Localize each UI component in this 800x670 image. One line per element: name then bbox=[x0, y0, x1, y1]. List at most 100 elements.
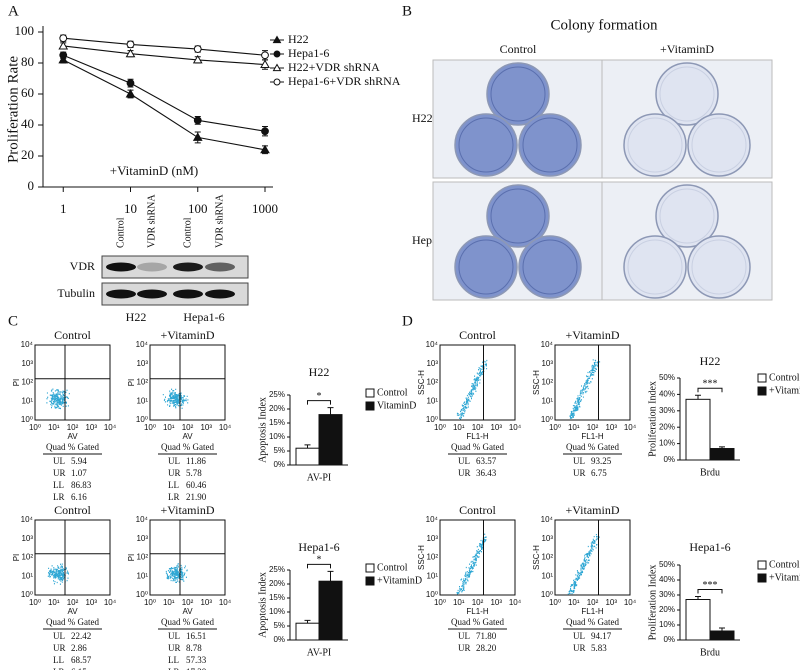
x-tick-label: 10³ bbox=[85, 423, 97, 432]
x-axis-title: FL1-H bbox=[466, 432, 488, 441]
legend-swatch bbox=[757, 560, 767, 570]
y-tick-label: 10² bbox=[21, 378, 33, 387]
x-axis-title: FL1-H bbox=[581, 432, 603, 441]
y-axis-title: PI bbox=[12, 379, 21, 387]
legend-swatch bbox=[757, 386, 767, 396]
x-tick-label: 10⁴ bbox=[219, 423, 232, 432]
y-tick-label: 25% bbox=[269, 565, 285, 574]
x-tick-label: 10² bbox=[472, 598, 484, 607]
point bbox=[125, 48, 136, 58]
x-tick-label: 10² bbox=[67, 423, 79, 432]
x-tick-label: 10¹ bbox=[163, 598, 175, 607]
y-tick-label: 10⁴ bbox=[541, 340, 554, 349]
series-line bbox=[62, 59, 266, 151]
y-tick-label: 10⁰ bbox=[21, 590, 33, 599]
x-tick-label: 10³ bbox=[605, 598, 617, 607]
bar bbox=[709, 630, 735, 641]
plot-title: Control bbox=[54, 328, 91, 342]
column-label: +VitaminD bbox=[660, 42, 714, 56]
y-tick-label: 10² bbox=[136, 378, 148, 387]
y-tick-label: 0% bbox=[273, 460, 285, 469]
stats-value: 1.07 bbox=[71, 468, 87, 478]
x-tick-label: 10³ bbox=[200, 423, 212, 432]
y-tick-label: 10¹ bbox=[426, 396, 438, 405]
dish bbox=[623, 113, 687, 177]
y-axis-title: Apoptosis Index bbox=[257, 572, 268, 638]
stats-name: UR bbox=[168, 468, 181, 478]
plot-frame bbox=[554, 519, 631, 596]
x-tick-label: 10¹ bbox=[453, 423, 465, 432]
plot-title: +VitaminD bbox=[160, 328, 214, 342]
error-bar bbox=[695, 596, 701, 600]
y-tick-label: 80 bbox=[21, 54, 34, 69]
chart-title: Hepa1-6 bbox=[298, 540, 339, 554]
y-tick-label: 10⁴ bbox=[426, 340, 439, 349]
x-tick-label: 10⁰ bbox=[144, 598, 156, 607]
dish bbox=[623, 235, 687, 299]
point bbox=[193, 116, 202, 125]
x-tick-label: 10⁴ bbox=[219, 598, 232, 607]
stats-name: UL bbox=[458, 631, 470, 641]
stats-name: UL bbox=[53, 631, 65, 641]
legend-marker bbox=[272, 35, 282, 44]
dish bbox=[486, 184, 550, 248]
x-tick-label: 10¹ bbox=[568, 598, 580, 607]
blot-row-label: Tubulin bbox=[57, 286, 95, 300]
stats-name: LL bbox=[168, 480, 179, 490]
point bbox=[260, 59, 270, 69]
y-tick-label: 10³ bbox=[136, 359, 148, 368]
bar bbox=[709, 448, 735, 461]
stats-value: 5.78 bbox=[186, 468, 202, 478]
y-tick-label: 10² bbox=[136, 553, 148, 562]
y-tick-label: 10⁴ bbox=[21, 515, 34, 524]
x-tick-label: 10² bbox=[587, 423, 599, 432]
y-tick-label: 10¹ bbox=[21, 396, 33, 405]
y-tick-label: 40 bbox=[21, 116, 34, 131]
y-tick-label: 30% bbox=[659, 406, 675, 415]
chart-title: Hepa1-6 bbox=[689, 540, 730, 554]
y-tick-label: 40% bbox=[659, 575, 675, 584]
point bbox=[192, 54, 203, 64]
stats-name: LR bbox=[53, 667, 65, 670]
dish bbox=[687, 113, 751, 177]
significance-bracket bbox=[307, 400, 331, 405]
y-tick-label: 10% bbox=[269, 607, 285, 616]
x-tick-label: 10⁴ bbox=[104, 423, 117, 432]
x-tick-label: Brdu bbox=[700, 467, 720, 478]
blot-band bbox=[106, 262, 136, 272]
stats-value: 17.38 bbox=[186, 667, 207, 670]
stats-name: LR bbox=[53, 492, 65, 502]
dish bbox=[655, 62, 719, 126]
stats-name: LL bbox=[168, 655, 179, 665]
bar bbox=[685, 398, 711, 461]
dish-rim bbox=[627, 117, 683, 173]
stats-value: 86.83 bbox=[71, 480, 92, 490]
stats-value: 16.51 bbox=[186, 631, 206, 641]
dish-rim bbox=[490, 188, 546, 244]
x-tick-label: 10⁰ bbox=[29, 423, 41, 432]
stats-value: 6.16 bbox=[71, 492, 87, 502]
legend-marker bbox=[273, 78, 281, 86]
y-tick-label: 10¹ bbox=[426, 571, 438, 580]
legend-swatch bbox=[757, 373, 767, 383]
stats-title: Quad % Gated bbox=[451, 617, 504, 627]
x-tick-label: 10³ bbox=[85, 598, 97, 607]
dish-rim bbox=[659, 188, 715, 244]
y-tick-label: 10% bbox=[269, 432, 285, 441]
y-axis-title: SSC-H bbox=[532, 370, 541, 395]
stats-value: 8.78 bbox=[186, 643, 202, 653]
significance-label: * bbox=[317, 391, 322, 402]
legend-label: Control bbox=[377, 562, 408, 573]
blot-band bbox=[205, 289, 235, 299]
error-bar bbox=[304, 444, 311, 449]
dish bbox=[687, 235, 751, 299]
y-tick-label: 10⁰ bbox=[136, 415, 148, 424]
dish bbox=[454, 113, 518, 177]
legend-marker bbox=[272, 63, 282, 72]
y-tick-label: 10¹ bbox=[541, 571, 553, 580]
x-tick-label: AV-PI bbox=[307, 647, 331, 658]
y-tick-label: 10¹ bbox=[136, 571, 148, 580]
y-tick-label: 10² bbox=[426, 378, 438, 387]
y-tick-label: 15% bbox=[269, 418, 285, 427]
